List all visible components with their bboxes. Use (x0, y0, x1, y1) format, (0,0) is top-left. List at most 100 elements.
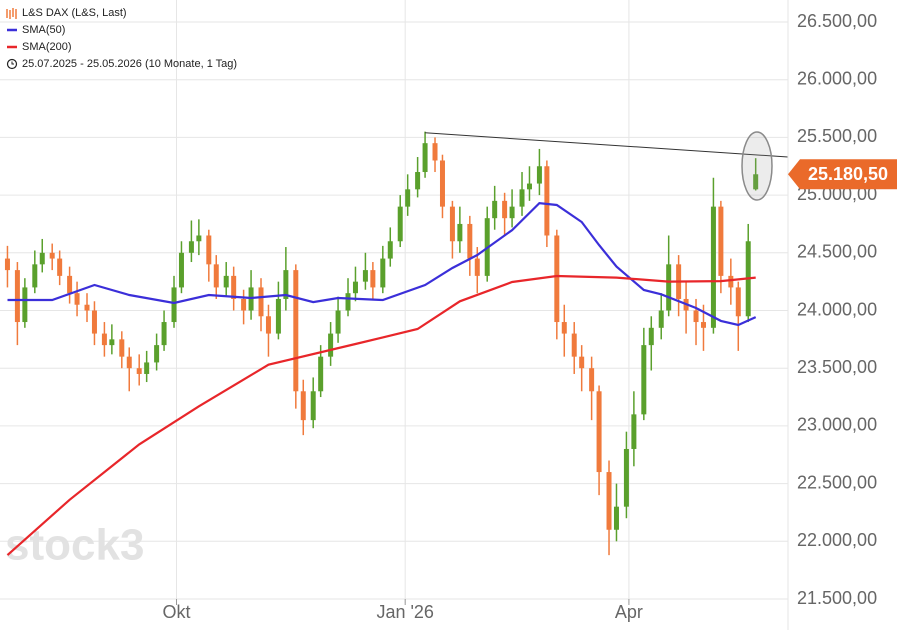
candle-body (536, 166, 542, 184)
candle-body (439, 160, 445, 207)
candle-body (467, 223, 473, 259)
candle-body (362, 270, 368, 282)
candle-body (606, 472, 612, 530)
candle-body (728, 275, 734, 288)
candle-body (283, 270, 289, 299)
axis: 21.500,00 22.000,00 22.500,00 23.000,00 23.5… (162, 0, 897, 630)
candle-body (561, 322, 567, 334)
candle-body (658, 310, 664, 328)
candle-body (328, 333, 334, 357)
candle-body (397, 206, 403, 242)
candle-body (502, 200, 508, 219)
x-tick-label: Okt (162, 602, 190, 622)
candle-body (109, 339, 115, 346)
last-price-label: 25.180,50 (808, 164, 888, 184)
clock-hands (11, 61, 14, 65)
candle-body (171, 287, 177, 323)
sma-line (6, 274, 756, 556)
candle-body (449, 206, 455, 242)
y-tick-label: 26.000,00 (797, 68, 877, 88)
y-tick-label: 24.000,00 (797, 299, 877, 319)
candle-body (519, 189, 525, 207)
candle-body (387, 241, 393, 259)
candle-body (241, 298, 247, 311)
candle-body (753, 174, 759, 190)
candle-body (596, 391, 602, 473)
clock-icon (6, 58, 18, 70)
candle-body (579, 356, 585, 369)
candle-body (293, 270, 299, 392)
x-tick-label: Jan '26 (376, 602, 433, 622)
highlight-ellipse (741, 131, 773, 201)
candle-body (22, 287, 28, 323)
candle-body (623, 448, 629, 507)
candle-body (613, 506, 619, 530)
period: 25.07.2025 - 25.05.2026 (10 Monate, 1 Ta… (22, 58, 237, 70)
x-tick-label: Apr (615, 602, 643, 622)
candle-body (188, 241, 194, 253)
candle-body (631, 414, 637, 449)
candle-body (161, 322, 167, 346)
legend-label: L&S DAX (L&S, Last) (22, 7, 127, 19)
candle-body (310, 391, 316, 421)
candle-body (196, 235, 202, 242)
last-price-box (788, 159, 897, 190)
candle-body (700, 322, 706, 328)
candle-body (335, 310, 341, 334)
candle-body (710, 206, 716, 328)
candle-body (641, 345, 647, 415)
candle-body (275, 298, 281, 334)
candle-body (432, 143, 438, 161)
candle-body (57, 258, 63, 276)
candle-body (178, 252, 184, 288)
y-tick-label: 24.500,00 (797, 242, 877, 262)
y-tick-label: 23.500,00 (797, 357, 877, 377)
candle-body (126, 356, 132, 369)
candle-body (14, 270, 20, 323)
candle-body (49, 252, 55, 259)
candle-body (571, 333, 577, 357)
legend-label: SMA(200) (22, 41, 72, 53)
sma-line (7, 201, 757, 327)
legend: 25.07.2025 - 25.05.2026 (10 Monate, 1 Ta… (6, 7, 237, 70)
candle-body (231, 275, 237, 299)
candle-body (370, 270, 376, 288)
candle-body (67, 275, 73, 294)
candle-body (415, 172, 421, 190)
candle-body (4, 258, 10, 271)
y-tick-label: 22.500,00 (797, 472, 877, 492)
candle-body (648, 327, 654, 346)
candle-body (258, 287, 264, 317)
y-tick-label: 25.500,00 (797, 126, 877, 146)
candle-body (509, 206, 515, 219)
candle-body (422, 143, 428, 173)
y-tick-label: 22.000,00 (797, 530, 877, 550)
candle-body (74, 293, 80, 305)
candle-body (380, 258, 386, 288)
candle-body (405, 189, 411, 207)
candle-body (492, 200, 498, 219)
candle-body (318, 356, 324, 392)
candle-body (119, 339, 125, 357)
candle-body (693, 310, 699, 323)
candle-body (474, 258, 480, 276)
candle-body (223, 275, 229, 288)
candle-body (154, 345, 160, 363)
candle-body (136, 368, 142, 374)
y-tick-label: 26.500,00 (797, 11, 877, 31)
candle-body (352, 281, 358, 294)
candle-body (265, 316, 271, 334)
candle-body (206, 235, 212, 265)
candle-body (666, 264, 672, 311)
candle-body (144, 362, 150, 374)
candle-body (84, 304, 90, 311)
candle-body (526, 183, 532, 190)
candle-body (91, 310, 97, 334)
candle-body (39, 252, 45, 265)
candle-body (589, 368, 595, 392)
y-tick-label: 21.500,00 (797, 588, 877, 608)
legend-label: SMA(50) (22, 24, 65, 36)
plot (4, 131, 789, 556)
